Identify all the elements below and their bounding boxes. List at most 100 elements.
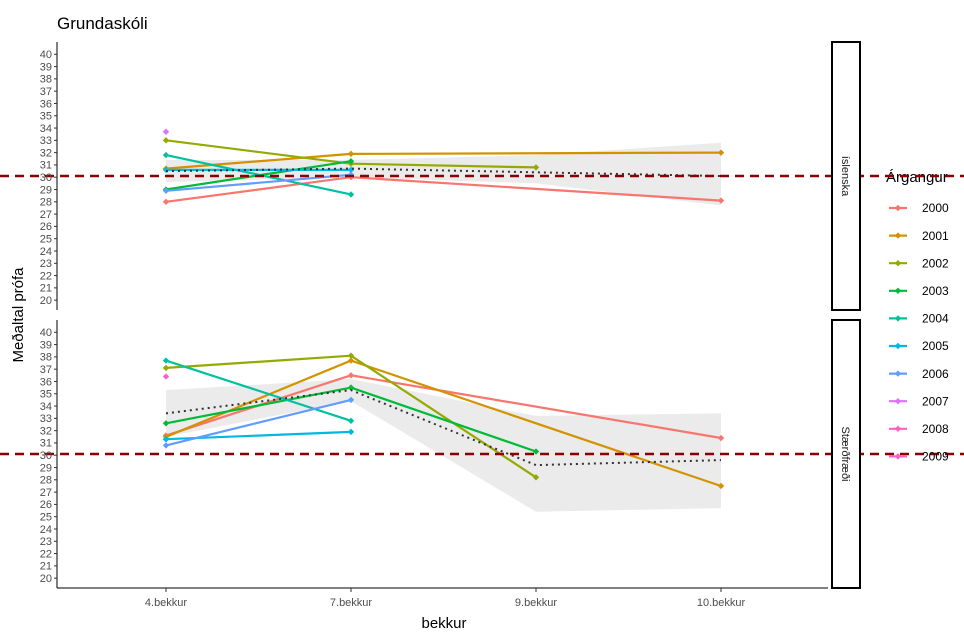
panel-1: 2021222324252627282930313233343536373839… <box>0 41 964 311</box>
data-point-2008 <box>162 373 170 380</box>
series-line-2006 <box>165 173 352 192</box>
y-tick-label: 21 <box>40 561 52 573</box>
y-tick-label: 36 <box>40 376 52 388</box>
y-tick-label: 29 <box>40 462 52 474</box>
data-point-2003 <box>347 158 355 165</box>
x-tick-label: 4.bekkur <box>145 597 188 609</box>
y-tick-label: 38 <box>40 74 52 86</box>
data-point-2001 <box>717 149 725 156</box>
y-tick-label: 24 <box>40 246 52 258</box>
y-tick-label: 25 <box>40 511 52 523</box>
x-tick-label: 7.bekkur <box>330 597 373 609</box>
x-axis: 4.bekkur 7.bekkur 9.bekkur 10.bekkur <box>57 587 828 609</box>
data-point-2004 <box>347 417 355 425</box>
data-point-2001 <box>347 357 355 364</box>
legend-key-marker <box>894 287 902 294</box>
data-point-2005 <box>162 436 170 443</box>
trend-line <box>165 167 722 177</box>
y-tick-label: 27 <box>40 209 52 221</box>
facet-strip-label: íslenska <box>839 156 851 197</box>
y-tick-label: 28 <box>40 475 52 487</box>
legend-key-marker <box>894 398 902 405</box>
legend-item-2008: 2008 <box>889 422 949 436</box>
y-tick-label: 27 <box>40 487 52 499</box>
data-point-2004 <box>162 151 170 159</box>
data-point-2006 <box>162 187 170 194</box>
y-tick-label: 30 <box>40 172 52 184</box>
data-point-2004 <box>162 357 170 364</box>
data-point-2001 <box>717 482 725 490</box>
legend-key-marker <box>894 342 902 350</box>
y-tick-label: 28 <box>40 197 52 209</box>
y-tick-label: 24 <box>40 524 52 536</box>
legend-item-2001: 2001 <box>889 229 949 243</box>
facet-strip <box>831 41 861 311</box>
y-tick-label: 20 <box>40 573 52 585</box>
y-tick-label: 26 <box>40 221 52 233</box>
y-tick-label: 37 <box>40 86 52 98</box>
legend-item-2006: 2006 <box>889 367 949 381</box>
legend-item-2005: 2005 <box>889 339 949 353</box>
facet-strip <box>831 319 861 589</box>
chart-title: Grundaskóli <box>57 14 148 33</box>
legend-key-marker <box>894 232 902 239</box>
series-line-2004 <box>165 359 352 422</box>
y-tick-label: 35 <box>40 389 52 401</box>
y-tick-label: 30 <box>40 450 52 462</box>
legend-item-2003: 2003 <box>889 284 949 298</box>
confidence-band <box>166 142 721 206</box>
y-tick-label: 34 <box>40 123 52 135</box>
y-tick-label: 22 <box>40 270 52 282</box>
y-tick-label: 29 <box>40 184 52 196</box>
legend-label: 2006 <box>922 367 949 381</box>
data-point-2007 <box>162 128 170 135</box>
legend-key-marker <box>894 315 902 322</box>
legend-key-marker <box>894 260 902 267</box>
y-tick-label: 33 <box>40 135 52 147</box>
legend-label: 2008 <box>922 422 949 436</box>
legend-key-marker <box>894 204 902 212</box>
data-point-2000 <box>162 198 170 206</box>
y-tick-label: 36 <box>40 98 52 110</box>
data-point-2002 <box>532 474 540 481</box>
data-point-2003 <box>162 420 170 427</box>
legend-item-2007: 2007 <box>889 394 949 408</box>
y-tick-label: 35 <box>40 111 52 123</box>
panel-2: 2021222324252627282930313233343536373839… <box>0 319 964 589</box>
y-tick-label: 32 <box>40 425 52 437</box>
y-tick-label: 23 <box>40 258 52 270</box>
data-point-2005 <box>162 166 170 174</box>
legend-label: 2000 <box>922 201 949 215</box>
y-tick-label: 39 <box>40 339 52 351</box>
legend-item-2000: 2000 <box>889 201 949 215</box>
data-point-2006 <box>162 442 170 449</box>
facet-strip-label: Stærðfræði <box>839 426 851 481</box>
data-point-2006 <box>347 396 355 404</box>
panels: 2021222324252627282930313233343536373839… <box>0 41 964 609</box>
legend-label: 2009 <box>922 450 949 464</box>
legend-item-2002: 2002 <box>889 256 949 270</box>
legend-label: 2002 <box>922 256 949 270</box>
confidence-band <box>166 379 721 512</box>
data-point-2000 <box>347 372 355 379</box>
legend-label: 2003 <box>922 284 949 298</box>
legend-title: Árgangur <box>886 169 948 186</box>
legend-label: 2005 <box>922 339 949 353</box>
legend-item-2004: 2004 <box>889 312 949 326</box>
data-point-2000 <box>717 434 725 442</box>
data-point-2000 <box>717 197 725 204</box>
data-point-2001 <box>347 150 355 158</box>
x-axis-title: bekkur <box>421 615 466 632</box>
y-tick-label: 21 <box>40 283 52 295</box>
y-tick-label: 37 <box>40 364 52 376</box>
legend-key-marker <box>894 370 902 377</box>
data-point-2005 <box>347 428 355 436</box>
y-tick-label: 22 <box>40 548 52 560</box>
data-point-2002 <box>347 352 355 359</box>
legend-key-marker <box>894 425 902 432</box>
legend-label: 2007 <box>922 394 949 408</box>
y-tick-label: 20 <box>40 295 52 307</box>
y-tick-label: 26 <box>40 499 52 511</box>
y-axis-title: Meðaltal prófa <box>10 267 27 363</box>
